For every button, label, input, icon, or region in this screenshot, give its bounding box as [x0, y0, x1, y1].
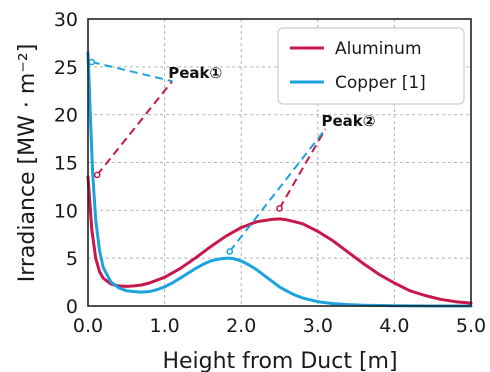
x-tick-label: 5.0 — [456, 315, 486, 337]
legend-label-copper: Copper [1] — [335, 73, 426, 93]
x-tick-label: 0.0 — [73, 315, 103, 337]
x-tick-labels: 0.0 1.0 2.0 3.0 4.0 5.0 — [73, 315, 486, 337]
y-tick-labels: 0 5 10 15 20 25 30 — [54, 9, 78, 318]
annotation-label-peak-2: Peak② — [321, 112, 375, 130]
legend: Aluminum Copper [1] — [277, 27, 465, 105]
legend-label-aluminum: Aluminum — [335, 39, 422, 59]
annotation-leader-line — [228, 128, 327, 253]
legend-box — [277, 27, 465, 105]
x-tick-label: 2.0 — [226, 315, 256, 337]
x-axis-label: Height from Duct [m] — [162, 349, 397, 372]
y-tick-label: 20 — [54, 105, 78, 127]
y-axis-label: Irradiance [MW · m⁻²] — [15, 44, 40, 283]
annotation-leader-line — [96, 80, 174, 176]
y-tick-label: 10 — [54, 200, 78, 222]
x-tick-label: 3.0 — [303, 315, 333, 337]
x-tick-label: 1.0 — [149, 315, 179, 337]
plot-frame — [87, 18, 472, 307]
series-line-1 — [86, 51, 473, 308]
annotation-point-marker — [276, 205, 283, 212]
annotation-leader-line — [278, 128, 327, 209]
y-tick-label: 5 — [66, 248, 78, 270]
x-tick-label: 4.0 — [379, 315, 409, 337]
annotations: Peak① Peak② — [88, 58, 375, 255]
y-tick-label: 0 — [66, 296, 78, 318]
annotation-point-marker — [226, 248, 234, 255]
annotation-point-marker — [88, 58, 96, 66]
y-tick-label: 15 — [54, 153, 78, 175]
series-line-0 — [86, 175, 473, 305]
y-tick-label: 25 — [54, 57, 78, 79]
annotation-label-peak-1: Peak① — [168, 64, 222, 82]
y-tick-label: 30 — [54, 9, 78, 31]
annotation-leader-line — [91, 61, 173, 83]
plot-series — [86, 51, 473, 308]
annotation-point-marker — [93, 171, 101, 179]
